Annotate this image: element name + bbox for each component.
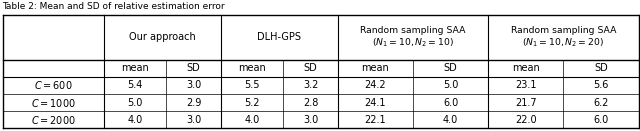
Text: 22.0: 22.0: [515, 115, 537, 125]
Text: mean: mean: [238, 63, 266, 73]
Text: 2.8: 2.8: [303, 98, 318, 108]
Text: mean: mean: [512, 63, 540, 73]
Text: 5.2: 5.2: [244, 98, 260, 108]
Text: 3.0: 3.0: [186, 115, 201, 125]
Text: 3.0: 3.0: [186, 80, 201, 91]
Text: 21.7: 21.7: [515, 98, 537, 108]
Text: 3.0: 3.0: [303, 115, 318, 125]
Text: $C = 2000$: $C = 2000$: [31, 114, 76, 126]
Text: 5.0: 5.0: [443, 80, 458, 91]
Text: 6.2: 6.2: [593, 98, 609, 108]
Text: 5.4: 5.4: [127, 80, 143, 91]
Text: 3.2: 3.2: [303, 80, 318, 91]
Text: SD: SD: [187, 63, 200, 73]
Text: Table 2: Mean and SD of relative estimation error: Table 2: Mean and SD of relative estimat…: [2, 2, 227, 11]
Text: $C = 600$: $C = 600$: [34, 80, 73, 91]
Text: 4.0: 4.0: [127, 115, 143, 125]
Text: 24.2: 24.2: [365, 80, 386, 91]
Text: $C = 1000$: $C = 1000$: [31, 97, 76, 109]
Text: SD: SD: [303, 63, 317, 73]
Text: 4.0: 4.0: [443, 115, 458, 125]
Text: 5.0: 5.0: [127, 98, 143, 108]
Text: Random sampling SAA
($N_1 = 10, N_2 = 10$): Random sampling SAA ($N_1 = 10, N_2 = 10…: [360, 26, 466, 49]
Text: 6.0: 6.0: [443, 98, 458, 108]
Text: DLH-GPS: DLH-GPS: [257, 32, 301, 42]
Text: 4.0: 4.0: [244, 115, 260, 125]
Text: SD: SD: [444, 63, 458, 73]
Text: 24.1: 24.1: [365, 98, 386, 108]
Text: SD: SD: [594, 63, 608, 73]
Text: 5.5: 5.5: [244, 80, 260, 91]
Text: 5.6: 5.6: [593, 80, 609, 91]
Text: mean: mean: [362, 63, 389, 73]
Text: Our approach: Our approach: [129, 32, 195, 42]
Text: 22.1: 22.1: [365, 115, 386, 125]
Text: Random sampling SAA
($N_1 = 10, N_2 = 20$): Random sampling SAA ($N_1 = 10, N_2 = 20…: [511, 26, 616, 49]
Text: 2.9: 2.9: [186, 98, 201, 108]
Text: 6.0: 6.0: [593, 115, 609, 125]
Text: 23.1: 23.1: [515, 80, 536, 91]
Text: mean: mean: [121, 63, 148, 73]
